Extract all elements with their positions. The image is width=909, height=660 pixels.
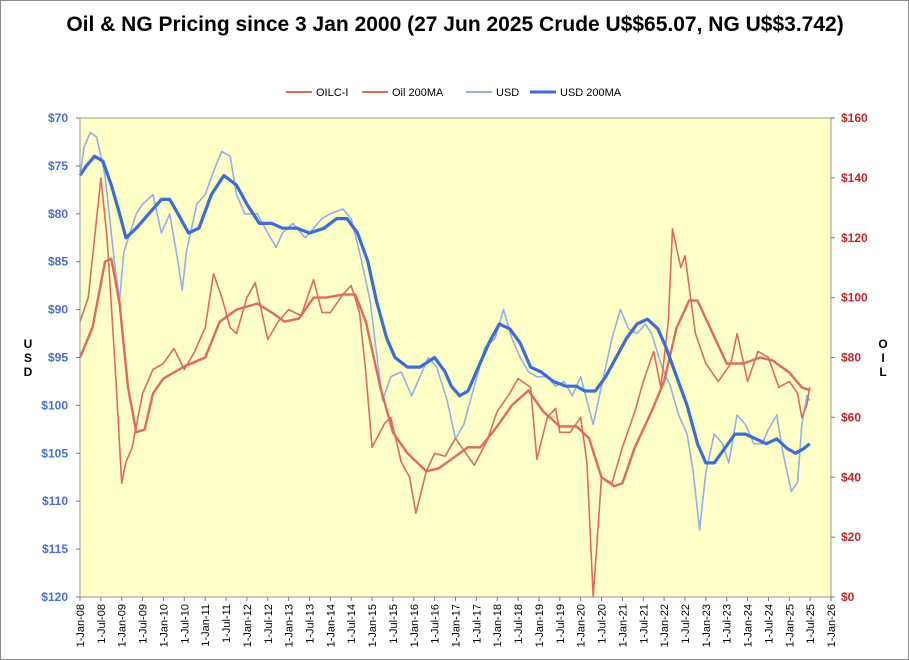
plot-area [80, 118, 831, 597]
x-tick-label: 1-Jul-16 [430, 604, 442, 644]
x-tick-label: 1-Jan-08 [75, 604, 87, 647]
x-tick-label: 1-Jan-10 [158, 604, 170, 647]
x-tick-label: 1-Jan-22 [659, 604, 671, 647]
x-tick-label: 1-Jan-18 [492, 604, 504, 647]
x-tick-label: 1-Jul-23 [722, 604, 734, 644]
y-right-tick-label: $0 [841, 590, 855, 604]
legend-label-oilc-i: OILC-I [316, 87, 348, 99]
x-tick-label: 1-Jul-13 [304, 604, 316, 644]
y-left-tick-label: $100 [41, 398, 68, 412]
series-layer [78, 131, 811, 598]
legend-label-usd: USD [496, 87, 519, 99]
y-right-tick-label: $60 [841, 410, 861, 424]
series-line-usd-200ma [78, 154, 811, 465]
y-right-tick-label: $140 [841, 171, 868, 185]
y-left-tick-label: $120 [41, 590, 68, 604]
x-tick-label: 1-Jul-08 [96, 604, 108, 644]
x-tick-label: 1-Jan-12 [242, 604, 254, 647]
y-left-tick-label: $75 [48, 159, 68, 173]
x-tick-label: 1-Jul-25 [805, 604, 817, 644]
x-tick-label: 1-Jul-18 [513, 604, 525, 644]
x-tick-label: 1-Jul-12 [263, 604, 275, 644]
y-left-tick-label: $95 [48, 351, 68, 365]
x-tick-label: 1-Jul-15 [388, 604, 400, 644]
y-left-tick-label: $105 [41, 446, 68, 460]
series-line-oilc-i [79, 177, 811, 598]
y-right-tick-label: $160 [841, 111, 868, 125]
y-left-tick-label: $80 [48, 207, 68, 221]
x-tick-label: 1-Jul-24 [763, 604, 775, 644]
y-right-tick-label: $40 [841, 470, 861, 484]
x-tick-label: 1-Jul-14 [346, 604, 358, 644]
y-left-tick-label: $85 [48, 255, 68, 269]
x-tick-label: 1-Jan-17 [451, 604, 463, 647]
x-tick-label: 1-Jul-21 [638, 604, 650, 644]
x-tick-label: 1-Jul-20 [597, 604, 609, 644]
y-right-tick-label: $100 [841, 291, 868, 305]
x-tick-label: 1-Jan-14 [325, 604, 337, 647]
x-tick-label: 1-Jul-09 [138, 604, 150, 644]
x-tick-label: 1-Jan-25 [784, 604, 796, 647]
x-tick-label: 1-Jan-16 [409, 604, 421, 647]
series-line-usd [79, 131, 811, 531]
x-tick-label: 1-Jan-19 [534, 604, 546, 647]
legend: OILC-I Oil 200MA USD USD 200MA [286, 87, 622, 99]
legend-label-usd-200ma: USD 200MA [560, 87, 622, 99]
x-tick-label: 1-Jan-13 [284, 604, 296, 647]
series-line-oil-200ma [78, 257, 811, 488]
x-tick-label: 1-Jan-15 [367, 604, 379, 647]
axes: $70 $75 $80 $85 $90 $95 $100 $105 $110 $115 $120 $1… [41, 111, 868, 647]
x-tick-label: 1-Jan-11 [200, 604, 212, 647]
x-tick-label: 1-Jul-11 [221, 604, 233, 643]
y-left-tick-label: $110 [42, 494, 68, 508]
y-right-tick-label: $80 [841, 351, 861, 365]
y-right-tick-label: $120 [841, 231, 868, 245]
y-left-tick-label: $115 [42, 542, 68, 556]
y-left-tick-label: $90 [48, 303, 68, 317]
x-tick-label: 1-Jan-21 [617, 604, 629, 647]
x-tick-label: 1-Jul-10 [179, 604, 191, 644]
x-tick-label: 1-Jan-24 [743, 604, 755, 647]
legend-label-oil-200ma: Oil 200MA [392, 87, 444, 99]
y-left-tick-label: $70 [48, 111, 68, 125]
y-right-tick-label: $20 [841, 530, 861, 544]
x-tick-label: 1-Jan-23 [701, 604, 713, 647]
x-tick-label: 1-Jan-26 [826, 604, 838, 647]
chart-title: Oil & NG Pricing since 3 Jan 2000 (27 Ju… [66, 13, 844, 36]
x-tick-label: 1-Jul-22 [680, 604, 692, 644]
x-tick-label: 1-Jan-20 [576, 604, 588, 647]
x-tick-label: 1-Jul-19 [555, 604, 567, 644]
x-tick-label: 1-Jul-17 [471, 604, 483, 644]
x-tick-label: 1-Jan-09 [117, 604, 129, 647]
